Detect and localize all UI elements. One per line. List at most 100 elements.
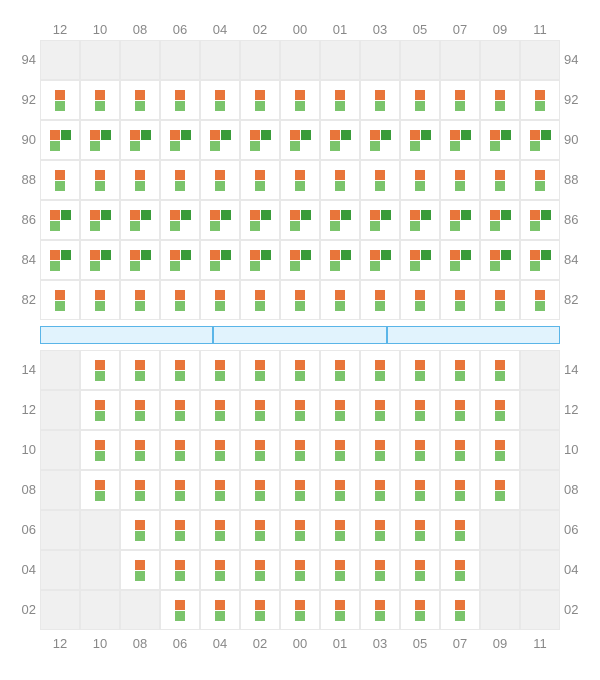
seat-cell[interactable] (80, 430, 120, 470)
seat-cell[interactable] (200, 390, 240, 430)
seat-cell[interactable] (160, 590, 200, 630)
seat-cell[interactable] (400, 200, 440, 240)
seat-cell[interactable] (400, 510, 440, 550)
seat-cell[interactable] (200, 200, 240, 240)
seat-cell[interactable] (160, 280, 200, 320)
seat-cell[interactable] (160, 160, 200, 200)
seat-cell[interactable] (280, 120, 320, 160)
seat-cell[interactable] (360, 510, 400, 550)
seat-cell[interactable] (280, 240, 320, 280)
seat-cell[interactable] (80, 470, 120, 510)
seat-cell[interactable] (200, 240, 240, 280)
seat-cell[interactable] (440, 470, 480, 510)
seat-cell[interactable] (360, 350, 400, 390)
seat-cell[interactable] (40, 200, 80, 240)
seat-cell[interactable] (160, 390, 200, 430)
seat-cell[interactable] (320, 350, 360, 390)
seat-cell[interactable] (480, 390, 520, 430)
seat-cell[interactable] (320, 470, 360, 510)
seat-cell[interactable] (120, 160, 160, 200)
seat-cell[interactable] (240, 240, 280, 280)
seat-cell[interactable] (360, 430, 400, 470)
seat-cell[interactable] (160, 200, 200, 240)
seat-cell[interactable] (280, 510, 320, 550)
seat-cell[interactable] (400, 160, 440, 200)
seat-cell[interactable] (120, 240, 160, 280)
seat-cell[interactable] (120, 350, 160, 390)
seat-cell[interactable] (480, 200, 520, 240)
seat-cell[interactable] (160, 550, 200, 590)
seat-cell[interactable] (240, 550, 280, 590)
seat-cell[interactable] (360, 160, 400, 200)
seat-cell[interactable] (80, 120, 120, 160)
seat-cell[interactable] (320, 120, 360, 160)
seat-cell[interactable] (200, 80, 240, 120)
seat-cell[interactable] (360, 470, 400, 510)
seat-cell[interactable] (200, 510, 240, 550)
seat-cell[interactable] (520, 120, 560, 160)
seat-cell[interactable] (160, 470, 200, 510)
seat-cell[interactable] (40, 80, 80, 120)
seat-cell[interactable] (320, 390, 360, 430)
seat-cell[interactable] (400, 470, 440, 510)
seat-cell[interactable] (120, 510, 160, 550)
seat-cell[interactable] (160, 120, 200, 160)
seat-cell[interactable] (200, 280, 240, 320)
seat-cell[interactable] (320, 430, 360, 470)
seat-cell[interactable] (240, 200, 280, 240)
seat-cell[interactable] (280, 160, 320, 200)
seat-cell[interactable] (360, 200, 400, 240)
seat-cell[interactable] (440, 240, 480, 280)
seat-cell[interactable] (480, 120, 520, 160)
seat-cell[interactable] (440, 590, 480, 630)
seat-cell[interactable] (160, 430, 200, 470)
seat-cell[interactable] (520, 280, 560, 320)
seat-cell[interactable] (240, 390, 280, 430)
seat-cell[interactable] (80, 390, 120, 430)
seat-cell[interactable] (200, 550, 240, 590)
seat-cell[interactable] (160, 350, 200, 390)
seat-cell[interactable] (160, 240, 200, 280)
seat-cell[interactable] (440, 160, 480, 200)
seat-cell[interactable] (320, 200, 360, 240)
seat-cell[interactable] (240, 510, 280, 550)
seat-cell[interactable] (480, 350, 520, 390)
seat-cell[interactable] (240, 160, 280, 200)
seat-cell[interactable] (360, 80, 400, 120)
seat-cell[interactable] (120, 430, 160, 470)
seat-cell[interactable] (80, 160, 120, 200)
seat-cell[interactable] (280, 280, 320, 320)
seat-cell[interactable] (240, 590, 280, 630)
seat-cell[interactable] (120, 80, 160, 120)
seat-cell[interactable] (240, 120, 280, 160)
seat-cell[interactable] (480, 280, 520, 320)
seat-cell[interactable] (320, 280, 360, 320)
seat-cell[interactable] (320, 550, 360, 590)
seat-cell[interactable] (280, 390, 320, 430)
seat-cell[interactable] (440, 200, 480, 240)
seat-cell[interactable] (440, 510, 480, 550)
seat-cell[interactable] (200, 350, 240, 390)
seat-cell[interactable] (440, 430, 480, 470)
seat-cell[interactable] (440, 120, 480, 160)
seat-cell[interactable] (400, 390, 440, 430)
seat-cell[interactable] (320, 590, 360, 630)
seat-cell[interactable] (400, 590, 440, 630)
seat-cell[interactable] (240, 430, 280, 470)
seat-cell[interactable] (80, 80, 120, 120)
seat-cell[interactable] (360, 120, 400, 160)
seat-cell[interactable] (240, 80, 280, 120)
seat-cell[interactable] (320, 240, 360, 280)
seat-cell[interactable] (320, 160, 360, 200)
seat-cell[interactable] (280, 590, 320, 630)
seat-cell[interactable] (200, 160, 240, 200)
seat-cell[interactable] (160, 510, 200, 550)
seat-cell[interactable] (120, 200, 160, 240)
seat-cell[interactable] (80, 350, 120, 390)
seat-cell[interactable] (40, 280, 80, 320)
seat-cell[interactable] (400, 240, 440, 280)
seat-cell[interactable] (360, 550, 400, 590)
seat-cell[interactable] (400, 430, 440, 470)
seat-cell[interactable] (440, 80, 480, 120)
seat-cell[interactable] (120, 280, 160, 320)
